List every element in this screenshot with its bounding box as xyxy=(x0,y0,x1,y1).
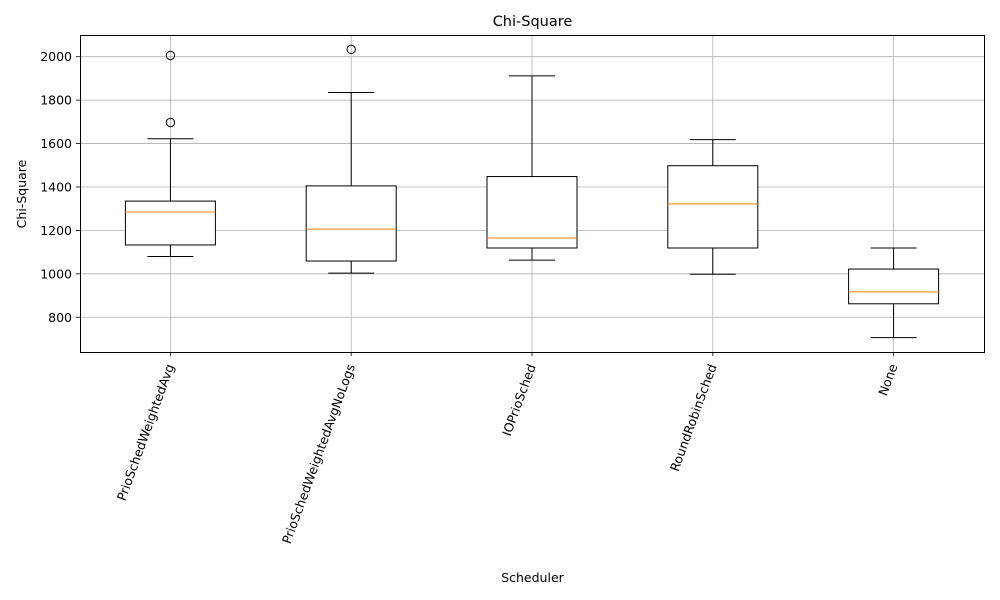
x-axis-label: Scheduler xyxy=(501,570,564,585)
x-tick-label: RoundRobinSched xyxy=(667,362,720,473)
outlier-point xyxy=(165,50,176,61)
y-tick-label: 2000 xyxy=(40,49,72,64)
y-tick-label: 1400 xyxy=(40,179,72,194)
x-tick-label: None xyxy=(875,362,900,398)
iqr-box xyxy=(124,200,216,246)
outlier-point xyxy=(346,44,356,55)
iqr-box xyxy=(848,268,940,305)
y-axis-label: Chi-Square xyxy=(14,159,29,228)
y-tick-label: 1800 xyxy=(40,93,72,108)
iqr-box xyxy=(486,176,578,249)
box-PrioSchedWeightedAvgNoLogs xyxy=(305,44,397,274)
x-tick-label: PrioSchedWeightedAvgNoLogs xyxy=(279,362,358,546)
box-IOPrioSched xyxy=(486,75,578,261)
y-tick-label: 1200 xyxy=(40,223,72,238)
box-RoundRobinSched xyxy=(667,139,759,275)
y-tick-label: 1000 xyxy=(40,266,72,281)
iqr-box xyxy=(305,185,397,262)
x-tick-label: IOPrioSched xyxy=(499,362,539,438)
y-tick-label: 1600 xyxy=(40,136,72,151)
plot-frame xyxy=(80,35,985,353)
x-tick-label: PrioSchedWeightedAvg xyxy=(114,362,177,503)
y-tick-label: 800 xyxy=(48,310,72,325)
iqr-box xyxy=(667,165,759,249)
y-axis: 800 1000 1200 1400 1600 1800 2000 xyxy=(40,49,80,325)
x-axis: PrioSchedWeightedAvg PrioSchedWeightedAvg… xyxy=(114,352,901,546)
outlier-point xyxy=(165,117,176,128)
box-None xyxy=(848,247,940,339)
box-plots xyxy=(124,44,940,339)
box-PrioSchedWeightedAvg xyxy=(124,50,216,257)
chart-title: Chi-Square xyxy=(493,14,573,30)
